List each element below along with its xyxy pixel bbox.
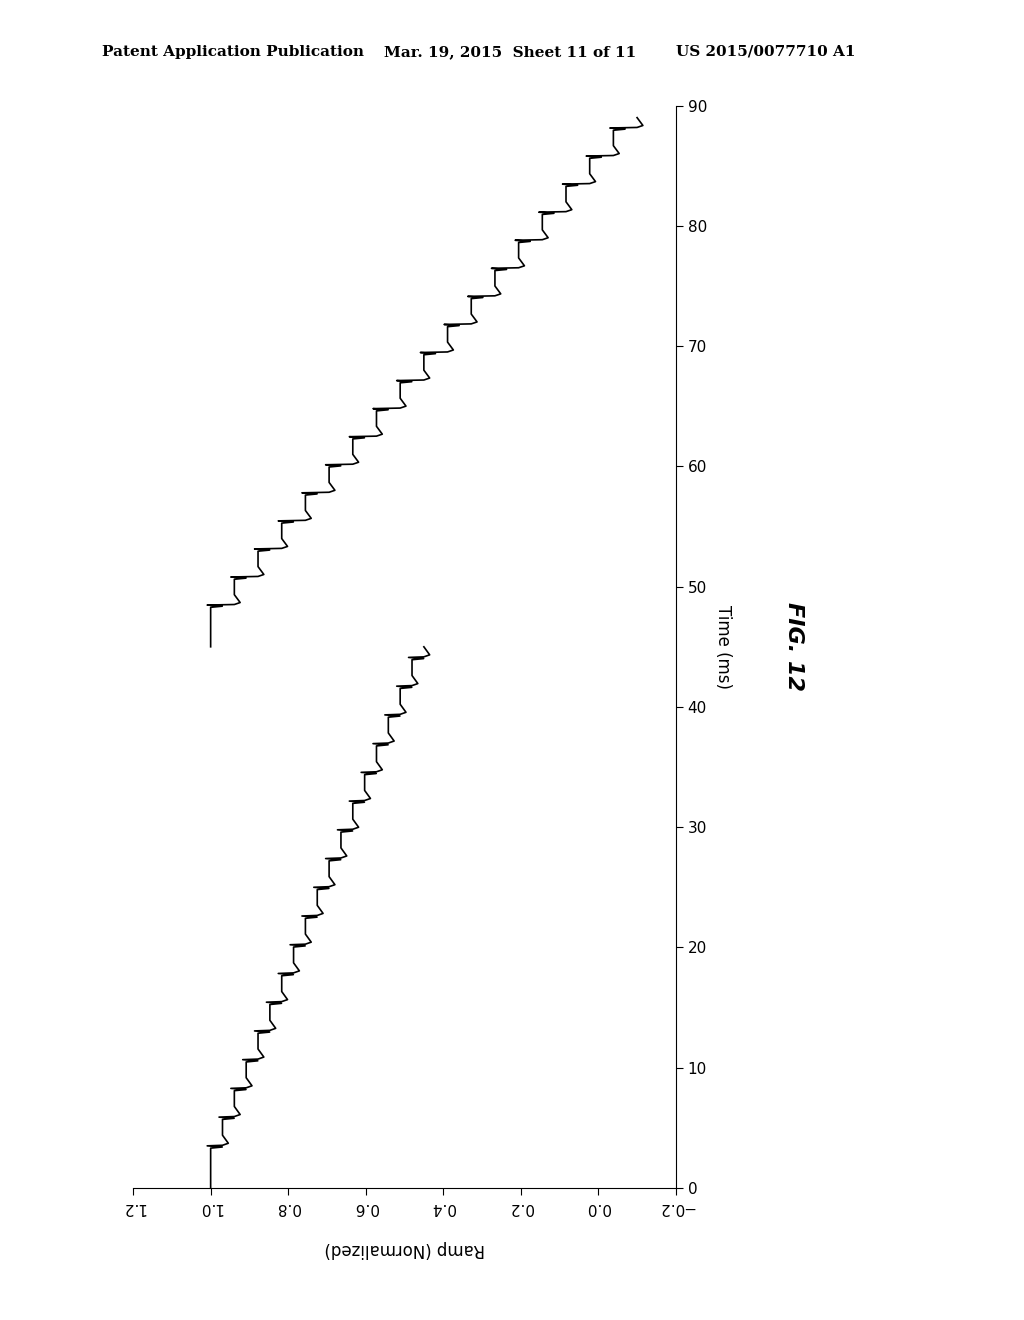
Text: FIG. 12: FIG. 12	[784, 602, 804, 692]
Text: Mar. 19, 2015  Sheet 11 of 11: Mar. 19, 2015 Sheet 11 of 11	[384, 45, 636, 59]
Text: US 2015/0077710 A1: US 2015/0077710 A1	[676, 45, 855, 59]
Y-axis label: Time (ms): Time (ms)	[714, 605, 732, 689]
X-axis label: Ramp (Normalized): Ramp (Normalized)	[325, 1239, 484, 1258]
Text: Patent Application Publication: Patent Application Publication	[102, 45, 365, 59]
